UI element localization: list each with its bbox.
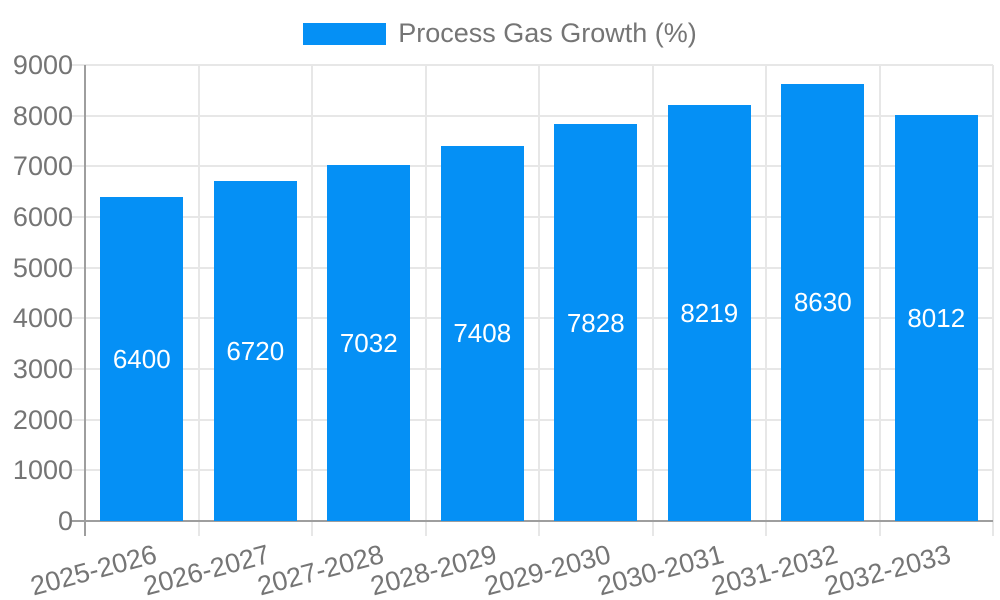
bar-2029-2030[interactable] — [554, 124, 638, 521]
y-axis-tick-label: 8000 — [12, 100, 73, 131]
bar-2026-2027[interactable] — [213, 180, 297, 521]
y-gridline-7000 — [72, 165, 993, 168]
y-axis-tick-label: 0 — [57, 506, 73, 536]
y-gridline-6000 — [72, 216, 993, 218]
y-gridline-9000 — [72, 64, 993, 66]
y-gridline-4000 — [72, 317, 993, 320]
category-boundary-line — [765, 65, 767, 536]
category-boundary-line — [197, 65, 200, 536]
y-gridline-8000 — [72, 114, 993, 117]
category-boundary-line — [538, 65, 540, 536]
y-axis-tick-label: 3000 — [12, 354, 73, 384]
bar-2025-2026[interactable] — [100, 196, 184, 521]
bar-2030-2031[interactable] — [667, 104, 751, 521]
legend-swatch — [303, 22, 387, 45]
category-boundary-line — [651, 65, 654, 536]
bar-value-label: 8630 — [793, 287, 852, 318]
bar-value-label: 8012 — [907, 303, 966, 334]
y-axis-tick-label: 1000 — [12, 455, 73, 486]
bar-value-label: 7408 — [453, 318, 512, 349]
bar-value-label: 7032 — [339, 327, 398, 358]
x-axis-line — [72, 520, 993, 522]
y-axis-tick-label: 9000 — [12, 50, 73, 80]
bar-value-label: 8219 — [680, 297, 739, 328]
y-axis-tick-label: 5000 — [12, 252, 73, 283]
y-axis-tick-label: 2000 — [12, 404, 73, 435]
bar-2027-2028[interactable] — [327, 164, 411, 521]
category-boundary-line — [878, 65, 881, 536]
bar-2032-2033[interactable] — [894, 115, 978, 521]
y-axis-tick-label: 7000 — [12, 151, 73, 182]
y-axis-tick-label: 6000 — [12, 202, 73, 232]
bar-2028-2029[interactable] — [440, 145, 524, 521]
category-boundary-line — [424, 65, 427, 536]
bar-value-label: 7828 — [566, 307, 625, 338]
bar-value-label: 6400 — [112, 343, 171, 374]
legend-label: Process Gas Growth (%) — [398, 18, 697, 48]
bar-2031-2032[interactable] — [781, 83, 865, 521]
y-gridline-1000 — [72, 469, 993, 472]
y-gridline-3000 — [72, 368, 993, 370]
y-axis-tick-label: 4000 — [12, 303, 73, 334]
category-boundary-line — [311, 65, 313, 536]
legend: Process Gas Growth (%) — [0, 20, 1000, 47]
y-gridline-2000 — [72, 418, 993, 421]
plot-area: 0 1000 2000 3000 4000 5000 6000 7000 8000 9000 640… — [13, 50, 994, 600]
bar-value-label: 6720 — [226, 335, 285, 366]
y-gridline-5000 — [72, 266, 993, 269]
y-axis-line — [84, 65, 86, 536]
category-boundary-line — [992, 65, 994, 536]
